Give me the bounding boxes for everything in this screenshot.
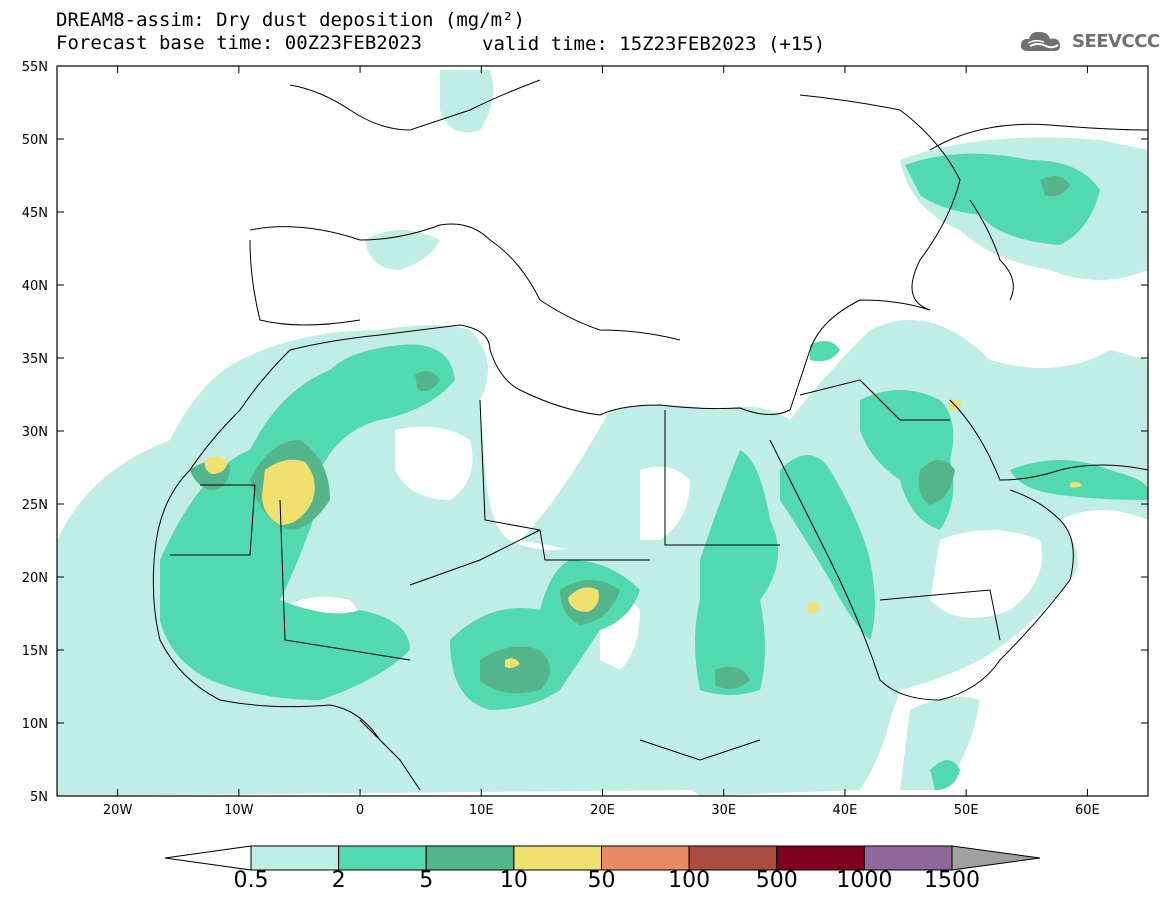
lat-label: 5N xyxy=(30,790,48,805)
colorbar-label: 0.5 xyxy=(233,868,269,893)
seevccc-logo: SEEVCCC xyxy=(1018,27,1160,55)
lon-label: 10E xyxy=(469,803,494,818)
lon-label: 30E xyxy=(711,803,736,818)
lon-label: 0 xyxy=(356,803,364,818)
colorbar-box xyxy=(776,845,865,871)
lat-label: 15N xyxy=(22,644,48,659)
colorbar-box xyxy=(425,845,515,871)
colorbar-box xyxy=(863,845,953,871)
lon-label: 60E xyxy=(1075,803,1100,818)
colorbar-under-arrow xyxy=(164,845,252,871)
colorbar-over-arrow xyxy=(951,845,1041,871)
colorbar-label: 500 xyxy=(755,868,798,893)
colorbar-label: 1000 xyxy=(836,868,893,893)
forecast-base-time: Forecast base time: 00Z23FEB2023 xyxy=(56,32,423,54)
colorbar-label: 100 xyxy=(668,868,711,893)
map-title: DREAM8-assim: Dry dust deposition (mg/m²… xyxy=(56,9,525,31)
lon-label: 20E xyxy=(590,803,615,818)
lat-label: 45N xyxy=(22,206,48,221)
colorbar-box xyxy=(338,845,427,871)
colorbar-label: 1500 xyxy=(924,868,980,893)
lat-label: 50N xyxy=(22,133,48,148)
lat-label: 25N xyxy=(22,498,48,513)
colorbar-label: 5 xyxy=(419,868,434,893)
cloud-icon xyxy=(1020,31,1061,51)
lat-label: 30N xyxy=(22,425,48,440)
lon-label: 40E xyxy=(833,803,858,818)
colorbar-label: 50 xyxy=(587,868,616,893)
coastlines xyxy=(152,79,1148,791)
lat-label: 40N xyxy=(22,279,48,294)
lon-label: 10W xyxy=(224,803,254,818)
colorbar-label: 10 xyxy=(499,868,528,893)
lat-label: 35N xyxy=(22,352,48,367)
colorbar-box xyxy=(688,845,778,871)
lat-label: 10N xyxy=(22,717,48,732)
colorbar-label: 2 xyxy=(331,868,346,893)
lon-label: 50E xyxy=(954,803,979,818)
lon-label: 20W xyxy=(103,803,133,818)
dust-deposition-field xyxy=(57,70,1148,796)
colorbar xyxy=(164,845,1041,871)
colorbar-box xyxy=(250,845,340,871)
colorbar-box xyxy=(513,845,602,871)
logo-text: SEEVCCC xyxy=(1072,30,1160,52)
lat-label: 20N xyxy=(22,571,48,586)
lat-label: 55N xyxy=(22,60,48,75)
colorbar-box xyxy=(601,845,690,871)
valid-time: valid time: 15Z23FEB2023 (+15) xyxy=(482,33,826,55)
